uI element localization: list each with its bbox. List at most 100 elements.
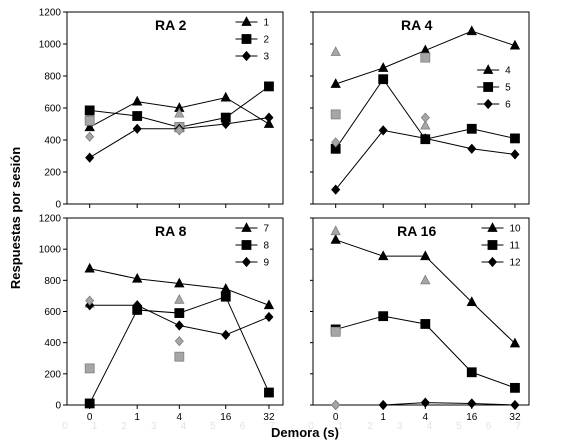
legend-marker [241, 34, 252, 44]
probe-point [174, 336, 184, 347]
x-tick-label: 16 [220, 412, 232, 423]
panel-title: RA 2 [155, 17, 187, 33]
legend-label: 1 [263, 18, 269, 29]
data-point [510, 399, 520, 411]
data-point [264, 112, 274, 123]
series-11 [330, 311, 520, 393]
x-tick-label: 1 [380, 412, 386, 423]
series-9 [85, 295, 274, 347]
data-point [467, 143, 477, 154]
probe-point [84, 115, 95, 126]
probe-point [85, 295, 95, 306]
data-point [510, 133, 520, 144]
ghost-tick-label: 7 [515, 421, 521, 432]
x-tick-label: 1 [134, 412, 140, 423]
legend: 1 2 3 [235, 16, 269, 63]
panel-title: RA 16 [397, 223, 436, 239]
probe-point [330, 326, 341, 337]
data-point [174, 308, 185, 318]
y-axis-label: Respuestas por sesión [8, 147, 23, 289]
data-point [263, 118, 275, 128]
data-point [331, 184, 341, 195]
ghost-tick-label: 0 [62, 421, 68, 432]
probe-point [330, 46, 341, 56]
y-tick-label: 600 [44, 307, 61, 318]
data-point [132, 123, 142, 134]
legend-marker [482, 64, 494, 74]
series-10 [330, 225, 521, 348]
data-point [378, 125, 388, 136]
probe-point [174, 125, 184, 136]
probe-point [174, 293, 185, 304]
ghost-tick-label: 2 [367, 421, 373, 432]
ghost-tick-label: 4 [181, 421, 187, 432]
legend-label: 9 [263, 258, 269, 269]
series-12 [331, 397, 520, 411]
legend-marker [487, 222, 498, 232]
data-point [84, 121, 95, 132]
ghost-tick-label: 2 [121, 421, 127, 432]
data-point [378, 250, 389, 261]
legend-marker [487, 256, 498, 268]
data-point [510, 382, 520, 393]
series-8 [84, 291, 274, 409]
data-point [132, 272, 143, 283]
probe-point [331, 399, 341, 411]
x-tick-label: 16 [466, 412, 478, 423]
ghost-tick-label: 5 [210, 421, 216, 432]
data-point [84, 105, 95, 116]
legend-label: 11 [509, 241, 520, 252]
probe-point [84, 363, 95, 374]
data-point [378, 62, 389, 72]
ghost-tick-label: 5 [456, 421, 462, 432]
data-point [221, 118, 231, 130]
data-point [330, 233, 341, 244]
data-point [264, 311, 274, 323]
data-point [466, 367, 477, 378]
series-6 [331, 112, 520, 195]
probe-point [85, 131, 95, 142]
panel-frame [312, 11, 530, 205]
probe-point [330, 109, 341, 120]
data-point [378, 311, 389, 322]
legend-marker [483, 98, 493, 110]
legend-marker [241, 240, 252, 250]
legend: 7 8 9 [235, 222, 269, 269]
ghost-tick-label: 0 [308, 421, 314, 432]
probe-point [420, 119, 431, 130]
legend-label: 7 [263, 224, 269, 235]
data-point [420, 397, 430, 408]
legend-label: 12 [509, 258, 521, 269]
y-tick-label: 1000 [39, 40, 62, 51]
ghost-tick-label: 3 [151, 421, 157, 432]
y-tick-label: 0 [55, 200, 61, 211]
legend-marker [241, 50, 252, 62]
legend-label: 10 [509, 224, 521, 235]
legend-label: 3 [263, 52, 269, 63]
data-point [330, 78, 341, 88]
legend-label: 4 [505, 66, 511, 77]
probe-point [174, 107, 185, 118]
data-point [174, 320, 184, 331]
legend: 4 5 6 [477, 64, 511, 111]
y-tick-label: 200 [44, 369, 61, 380]
data-point [85, 152, 95, 163]
legend-marker [241, 222, 252, 232]
legend-label: 8 [263, 241, 269, 252]
panel-title: RA 4 [401, 17, 433, 33]
ghost-tick-label: 6 [486, 421, 492, 432]
y-tick-label: 400 [44, 338, 61, 349]
x-tick-label: 0 [87, 412, 93, 423]
x-tick-label: 4 [423, 412, 429, 423]
y-tick-label: 0 [55, 401, 61, 412]
data-point [420, 319, 431, 329]
y-tick-label: 400 [44, 136, 61, 147]
data-point [509, 337, 521, 348]
legend-marker [487, 240, 498, 250]
data-point [220, 91, 231, 102]
ghost-tick-label: 4 [427, 421, 433, 432]
ghost-tick-label: 7 [269, 421, 275, 432]
